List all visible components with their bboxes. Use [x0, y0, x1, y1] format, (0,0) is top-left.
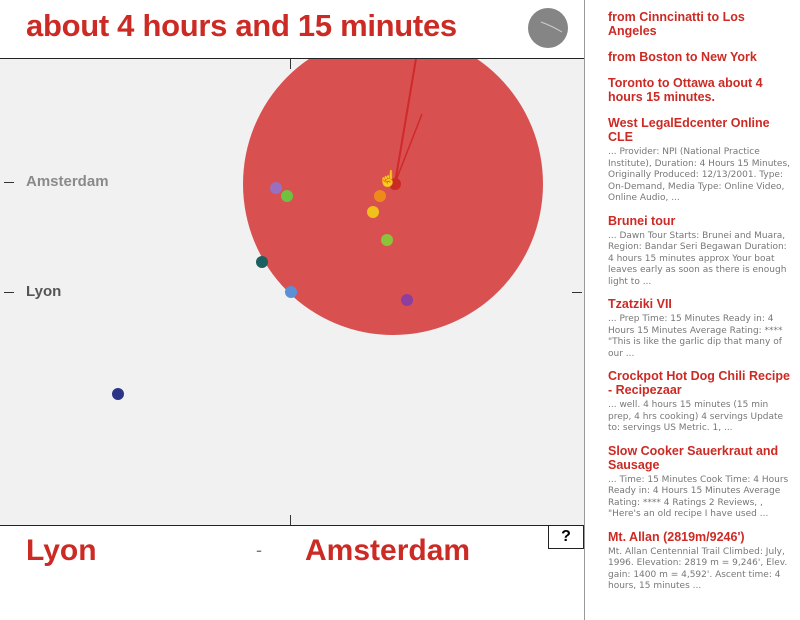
right-tick: [572, 292, 582, 293]
related-query-link[interactable]: from Cinncinatti to Los Angeles: [608, 10, 745, 38]
data-point[interactable]: [112, 388, 124, 400]
search-result: West LegalEdcenter Online CLE ... Provide…: [608, 116, 794, 205]
data-point[interactable]: [381, 234, 393, 246]
data-point[interactable]: [270, 182, 282, 194]
amsterdam-tick: [4, 182, 14, 183]
hand-cursor-icon: ☝: [378, 171, 398, 188]
result-title-link[interactable]: Crockpot Hot Dog Chili Recipe - Recipeza…: [608, 369, 790, 397]
search-result: Crockpot Hot Dog Chili Recipe - Recipeza…: [608, 369, 794, 435]
from-city[interactable]: Lyon: [26, 534, 97, 567]
lyon-tick: [4, 292, 14, 293]
visualization-panel: about 4 hours and 15 minutes Amsterdam L…: [0, 8, 584, 567]
clock-icon[interactable]: [528, 8, 568, 48]
needle-lines: [394, 59, 423, 184]
results-sidebar: from Cinncinatti to Los Angeles from Bost…: [584, 0, 800, 620]
result-snippet: ... Dawn Tour Starts: Brunei and Muara, …: [608, 230, 787, 287]
search-result: Brunei tour ... Dawn Tour Starts: Brunei …: [608, 214, 794, 289]
result-title-link[interactable]: Mt. Allan (2819m/9246'): [608, 529, 745, 544]
city-separator: -: [256, 540, 262, 560]
result-title-link[interactable]: Brunei tour: [608, 213, 676, 228]
search-result: Mt. Allan (2819m/9246') Mt. Allan Centenn…: [608, 530, 794, 593]
result-snippet: ... Provider: NPI (National Practice Ins…: [608, 147, 791, 203]
result-snippet: ... Prep Time: 15 Minutes Ready in: 4 Ho…: [608, 314, 783, 359]
y-label-lyon: Lyon: [26, 283, 62, 300]
search-result: Tzatziki VII ... Prep Time: 15 Minutes Re…: [608, 297, 794, 360]
data-point[interactable]: [367, 206, 379, 218]
data-point[interactable]: [256, 256, 268, 268]
result-snippet: ... Time: 15 Minutes Cook Time: 4 Hours …: [608, 474, 789, 520]
result-title-link[interactable]: West LegalEdcenter Online CLE: [608, 116, 770, 144]
result-title-link[interactable]: Tzatziki VII: [608, 297, 672, 311]
bottom-tick: [290, 515, 291, 525]
data-point[interactable]: [281, 190, 293, 202]
result-title-link[interactable]: Slow Cooker Sauerkraut and Sausage: [608, 443, 779, 472]
plot-area[interactable]: Amsterdam Lyon ☝: [0, 58, 584, 526]
data-point[interactable]: [285, 286, 297, 298]
result-snippet: ... well. 4 hours 15 minutes (15 min pre…: [608, 400, 784, 433]
related-query-link[interactable]: from Boston to New York: [608, 50, 757, 64]
query-title: about 4 hours and 15 minutes: [26, 8, 457, 43]
data-point[interactable]: [401, 294, 413, 306]
data-point[interactable]: [374, 190, 386, 202]
help-button[interactable]: ?: [548, 525, 584, 549]
top-tick: [290, 59, 291, 69]
y-label-amsterdam: Amsterdam: [26, 173, 109, 190]
to-city[interactable]: Amsterdam: [305, 534, 471, 567]
data-point[interactable]: [389, 178, 401, 190]
result-snippet: Mt. Allan Centennial Trail Climbed: July…: [608, 546, 788, 592]
related-query-link[interactable]: Toronto to Ottawa about 4 hours 15 minut…: [608, 76, 763, 104]
search-result: Slow Cooker Sauerkraut and Sausage... Ti…: [608, 444, 794, 521]
